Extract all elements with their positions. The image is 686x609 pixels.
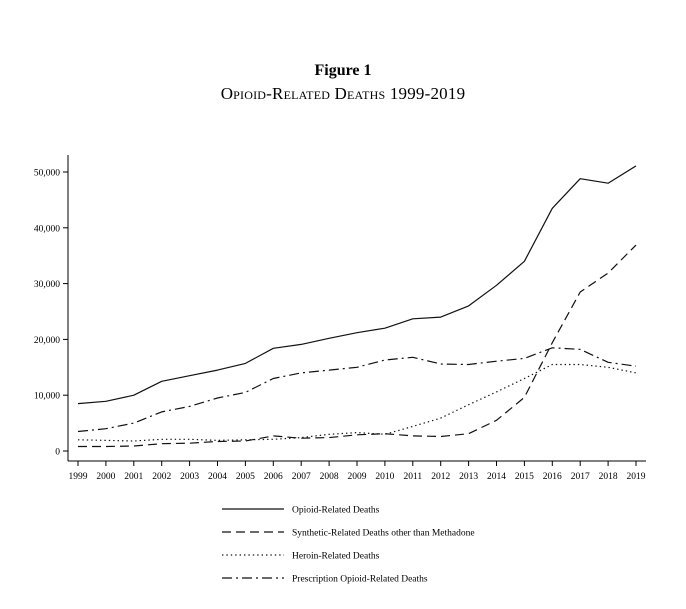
y-tick-label: 40,000 [34,224,60,234]
y-tick-label: 10,000 [34,392,60,402]
x-tick-label: 2000 [96,472,115,482]
x-tick-label: 2009 [348,472,367,482]
series-line-3 [77,363,637,442]
series-line-1 [77,165,637,405]
x-tick-label: 2015 [515,472,534,482]
x-tick-label: 2019 [627,472,646,482]
y-tick-label: 20,000 [34,336,60,346]
chart-series [77,165,637,448]
legend-label-1: Opioid-Related Deaths [292,506,380,516]
x-tick-label: 2014 [487,472,506,482]
x-tick-label: 2018 [599,472,618,482]
legend-label-4: Prescription Opioid-Related Deaths [292,575,428,585]
x-tick-label: 2011 [403,472,422,482]
x-tick-label: 2012 [431,472,450,482]
x-tick-label: 1999 [69,472,88,482]
x-tick-label: 2005 [236,472,255,482]
chart-legend: Opioid-Related Deaths Synthetic-Related D… [222,506,475,585]
x-tick-label: 2003 [180,472,199,482]
x-tick-label: 2017 [571,472,590,482]
x-tick-label: 2007 [292,472,311,482]
x-tick-label: 2008 [320,472,339,482]
chart-axes: 0 10,000 20,000 30,000 40,000 50,000 1999 2000 2… [34,155,646,482]
legend-label-2: Synthetic-Related Deaths other than Meth… [292,529,475,539]
y-tick-label: 50,000 [34,169,60,179]
x-tick-label: 2013 [459,472,478,482]
x-tick-label: 2010 [375,472,394,482]
series-line-4 [77,347,637,433]
x-tick-label: 2004 [208,472,227,482]
y-tick-label: 0 [55,448,60,458]
figure-label: Figure 1 [314,62,372,79]
legend-label-3: Heroin-Related Deaths [292,552,380,562]
y-tick-label: 30,000 [34,280,60,290]
x-tick-label: 2016 [543,472,562,482]
x-tick-label: 2002 [152,472,171,482]
series-line-2 [78,244,637,448]
x-tick-label: 2001 [124,472,143,482]
x-tick-label: 2006 [264,472,283,482]
figure-title: Opioid-Related Deaths 1999-2019 [220,84,466,103]
